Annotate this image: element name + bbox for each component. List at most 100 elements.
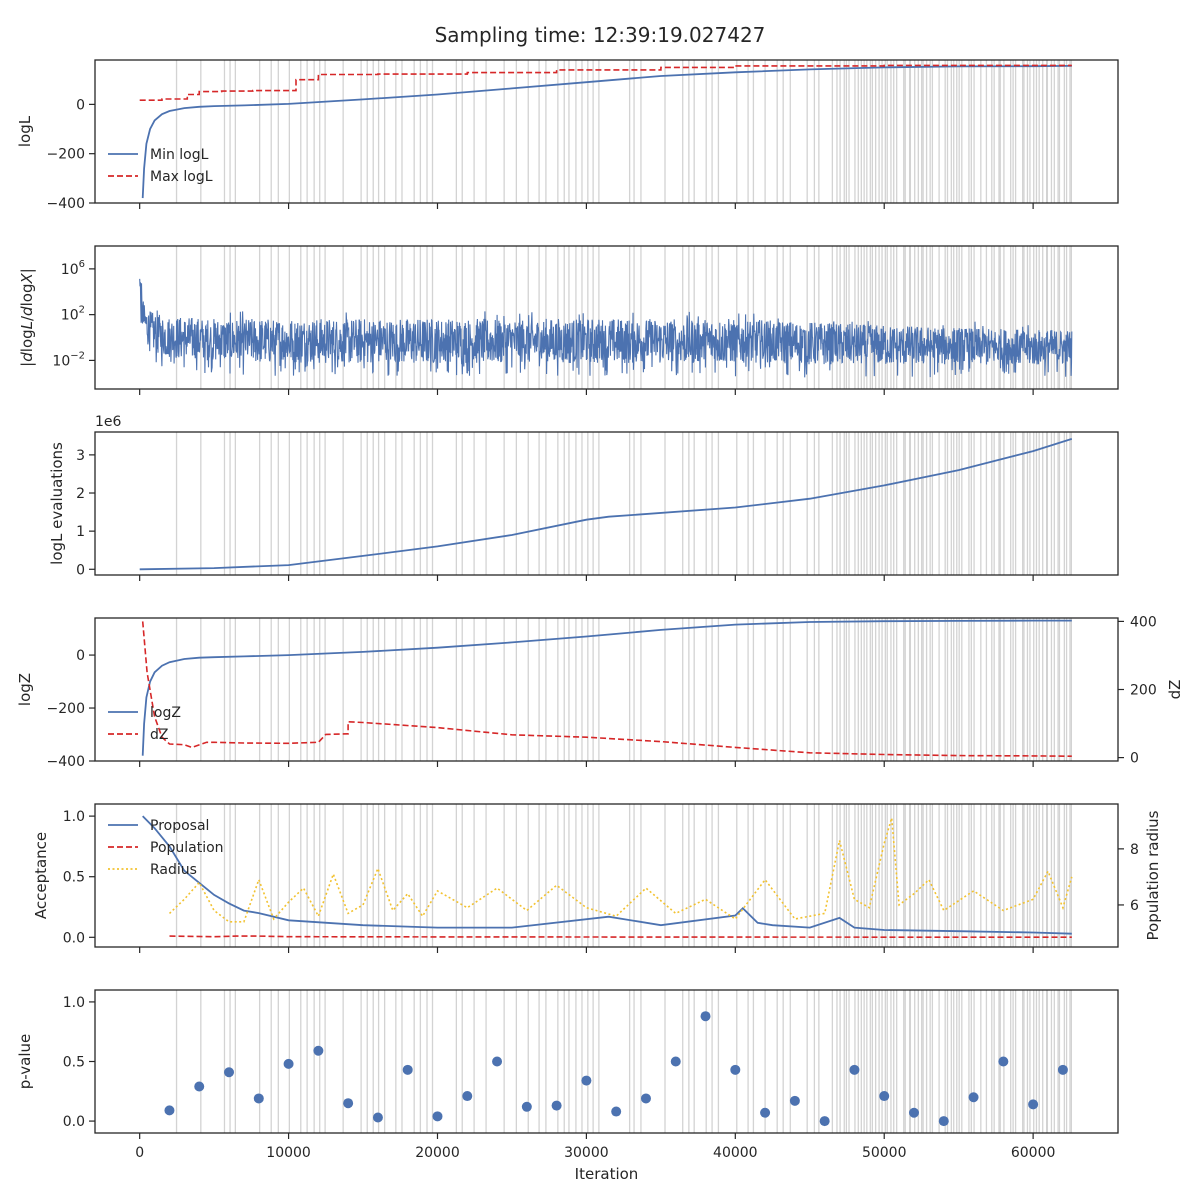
series-evals-0 — [139, 438, 1073, 571]
p-value-point — [432, 1111, 443, 1122]
axes-frame — [94, 431, 1119, 576]
p-value-point — [1028, 1099, 1039, 1110]
p-value-point — [611, 1106, 622, 1117]
x-tick-label: 40000 — [713, 1145, 758, 1161]
x-tick-label: 30000 — [564, 1145, 609, 1161]
y-axis-label: Acceptance — [32, 832, 50, 919]
y-axis-label-right: dZ — [1166, 680, 1184, 700]
p-value-point — [253, 1093, 264, 1104]
plot-area-logl — [139, 60, 1073, 203]
panel-evals: 0 1 2 3 logL evaluations 1e6 — [48, 414, 1119, 581]
y-tick-label: −200 — [47, 147, 85, 163]
p-value-point — [492, 1056, 503, 1067]
axes-frame — [94, 245, 1119, 390]
y-tick-label: 0.0 — [63, 1114, 85, 1130]
x-tick-label: 50000 — [862, 1145, 907, 1161]
legend-label: Radius — [150, 862, 197, 878]
series-gradient-0 — [139, 278, 1073, 378]
p-value-point — [402, 1064, 413, 1075]
p-value-point — [343, 1098, 354, 1109]
panel-logl: 0 −200 −400 logL Min logL Max logL — [16, 59, 1119, 212]
y-tick-label-right: 0 — [1130, 751, 1139, 767]
panel-gradient: 106 102 10−2 |dlogL/dlogX| — [18, 245, 1119, 395]
plot-area-pvalue — [164, 990, 1073, 1133]
y-tick-label-right: 6 — [1130, 898, 1139, 914]
y-axis-label: |dlogL/dlogX| — [18, 268, 36, 367]
y-axis-label: logL — [16, 115, 34, 147]
p-value-point — [819, 1116, 830, 1127]
y-tick-label: 1 — [76, 524, 85, 540]
panel-logz: 0 −200 −400 400 200 0 dZ logZ logZ dZ — [16, 614, 1184, 770]
panel-acceptance: 1.0 0.5 0.0 8 6 Population radius Acceptance Pr… — [32, 803, 1162, 953]
p-value-point — [968, 1092, 979, 1103]
y-tick-label: −400 — [47, 196, 85, 212]
p-value-point — [700, 1011, 711, 1022]
y-tick-label: 0 — [76, 562, 85, 578]
y-tick-label: −200 — [47, 701, 85, 717]
p-value-point — [164, 1105, 175, 1116]
y-tick-label: 3 — [76, 448, 85, 464]
p-value-point — [521, 1101, 532, 1112]
y-axis-label: p-value — [16, 1034, 34, 1090]
y-axis-label: logZ — [16, 673, 34, 706]
y-tick-label: 1.0 — [63, 995, 85, 1011]
axes-frame — [94, 989, 1119, 1134]
y-tick-label: 102 — [61, 305, 85, 324]
legend: Proposal Population Radius — [108, 818, 224, 878]
y-tick-label: 0.0 — [63, 930, 85, 946]
p-value-point — [640, 1093, 651, 1104]
p-value-point — [730, 1064, 741, 1075]
p-value-point — [1057, 1064, 1068, 1075]
insertion-lines — [175, 990, 1073, 1133]
series-population — [169, 935, 1072, 939]
y-tick-label: −400 — [47, 754, 85, 770]
figure-title: Sampling time: 12:39:19.027427 — [435, 23, 766, 47]
p-value-point — [998, 1056, 1009, 1067]
x-tick-label: 20000 — [415, 1145, 460, 1161]
y-tick-label-right: 8 — [1130, 842, 1139, 858]
p-value-point — [283, 1058, 294, 1069]
insertion-lines — [175, 618, 1073, 761]
plot-area-gradient — [139, 246, 1073, 389]
axes-frame — [94, 803, 1119, 948]
p-value-point — [372, 1112, 383, 1123]
series-dz — [141, 621, 1072, 757]
y-axis-label: logL evaluations — [48, 442, 66, 565]
p-value-point — [760, 1107, 771, 1118]
p-value-point — [462, 1091, 473, 1102]
y-axis-label-right: Population radius — [1144, 810, 1162, 940]
legend-label: dZ — [150, 727, 168, 743]
legend: logZ dZ — [108, 705, 181, 743]
p-value-point — [938, 1116, 949, 1127]
insertion-lines — [175, 432, 1073, 575]
series-radius — [168, 817, 1073, 923]
p-value-point — [194, 1081, 205, 1092]
plot-area-acceptance — [142, 804, 1073, 947]
y-tick-label-right: 400 — [1130, 614, 1157, 630]
legend-label: Min logL — [150, 147, 209, 163]
insertion-lines — [175, 804, 1073, 947]
p-value-point — [879, 1091, 890, 1102]
y-tick-label: 106 — [61, 259, 85, 278]
y-tick-label: 1.0 — [63, 809, 85, 825]
legend-label: logZ — [150, 705, 181, 721]
p-value-point — [789, 1095, 800, 1106]
p-value-point — [224, 1067, 235, 1078]
axes-frame — [94, 59, 1119, 204]
x-tick-label: 0 — [135, 1145, 144, 1161]
p-value-point — [581, 1075, 592, 1086]
axes-frame — [94, 617, 1119, 762]
legend-label: Proposal — [150, 818, 209, 834]
legend-label: Max logL — [150, 169, 213, 185]
panel-pvalue: 1.0 0.5 0.0 0 10000 20000 30000 40000 50000 60000… — [16, 989, 1119, 1183]
series-logz — [141, 619, 1072, 756]
series-max-logl — [139, 64, 1072, 101]
offset-text: 1e6 — [95, 414, 122, 430]
p-value-point — [551, 1100, 562, 1111]
y-tick-label: 0 — [76, 648, 85, 664]
y-tick-label: 2 — [76, 486, 85, 502]
insertion-lines — [175, 60, 1073, 203]
y-tick-label: 0.5 — [63, 1055, 85, 1071]
